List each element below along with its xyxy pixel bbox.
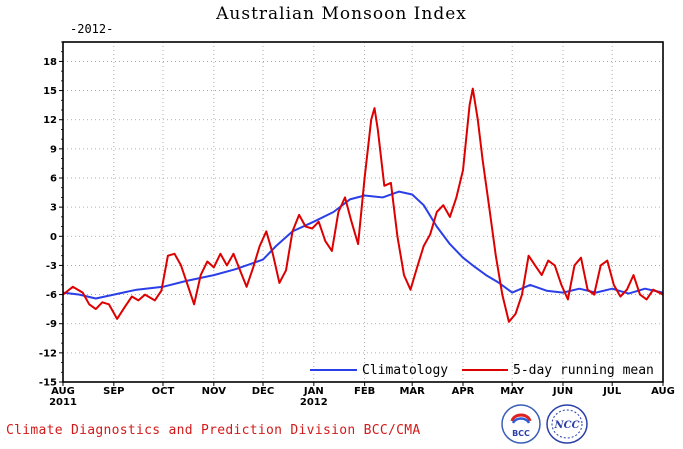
y-tick-label: 0 xyxy=(50,232,57,243)
x-tick-label: SEP xyxy=(103,386,124,397)
svg-text:BCC: BCC xyxy=(512,429,530,438)
y-tick-label: -12 xyxy=(39,348,57,359)
chart-title: Australian Monsoon Index xyxy=(216,4,467,24)
x-tick-label: AUG xyxy=(51,386,75,397)
y-tick-label: 3 xyxy=(50,203,57,214)
bcc-logo: BCC xyxy=(500,403,542,445)
running-mean-line xyxy=(62,87,664,323)
y-tick-label: -6 xyxy=(46,290,57,301)
x-tick-label: NOV xyxy=(202,386,227,397)
y-tick-label: 15 xyxy=(43,86,57,97)
y-tick-label: -9 xyxy=(46,319,57,330)
chart-subtitle: -2012- xyxy=(70,22,114,36)
x-tick-label: DEC xyxy=(252,386,274,397)
x-tick-label: AUG xyxy=(651,386,675,397)
x-tick-label: JUL xyxy=(602,386,622,397)
y-tick-label: 6 xyxy=(50,174,57,185)
ncc-logo: NCC xyxy=(545,403,588,445)
series-layer xyxy=(62,87,664,323)
x-tick-year: 2012 xyxy=(300,397,328,408)
footer-text: Climate Diagnostics and Prediction Divis… xyxy=(6,423,421,438)
x-tick-label: JUN xyxy=(552,386,573,397)
x-tick-year: 2011 xyxy=(49,397,77,408)
legend: Climatology 5-day running mean xyxy=(310,363,654,378)
y-tick-label: 12 xyxy=(43,115,57,126)
svg-text:NCC: NCC xyxy=(553,420,579,431)
legend-label-running-mean: 5-day running mean xyxy=(513,363,654,378)
y-tick-label: 18 xyxy=(43,57,57,68)
x-tick-label: MAR xyxy=(399,386,425,397)
plot-frame xyxy=(62,41,664,383)
x-tick-label: OCT xyxy=(152,386,175,397)
y-tick-label: -15 xyxy=(39,378,57,389)
y-tick-label: -3 xyxy=(46,261,57,272)
climatology-line xyxy=(62,190,664,300)
x-tick-label: JAN xyxy=(303,386,324,397)
grid-lines xyxy=(63,42,663,382)
x-tick-label: MAY xyxy=(500,386,525,397)
x-tick-label: APR xyxy=(452,386,475,397)
x-tick-label: FEB xyxy=(354,386,375,397)
legend-label-climatology: Climatology xyxy=(362,363,448,378)
y-tick-label: 9 xyxy=(50,144,57,155)
